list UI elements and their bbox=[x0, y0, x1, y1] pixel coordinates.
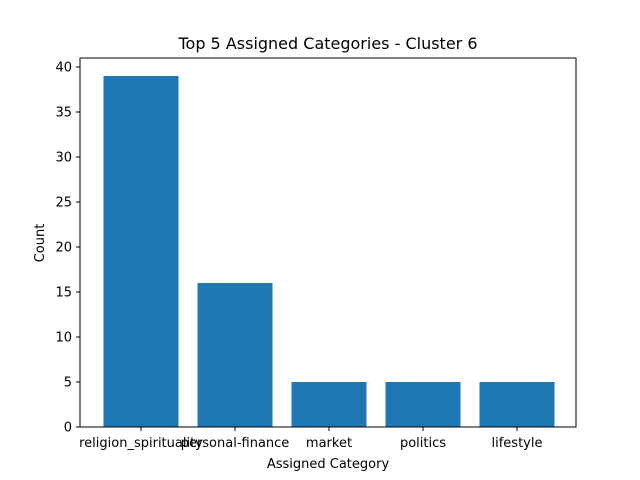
bar-market bbox=[291, 382, 367, 427]
x-tick-label-market: market bbox=[306, 436, 352, 451]
y-tick-label: 10 bbox=[55, 331, 72, 346]
x-tick-label-personal-finance: personal-finance bbox=[181, 436, 290, 451]
x-tick-label-lifestyle: lifestyle bbox=[492, 436, 543, 451]
y-tick-label: 5 bbox=[64, 376, 72, 391]
y-tick-label: 35 bbox=[55, 106, 72, 121]
chart-title: Top 5 Assigned Categories - Cluster 6 bbox=[177, 34, 477, 53]
bar-personal-finance bbox=[197, 283, 273, 427]
y-tick-label: 15 bbox=[55, 286, 72, 301]
y-tick-label: 0 bbox=[64, 421, 72, 436]
y-tick-label: 20 bbox=[55, 241, 72, 256]
y-tick-label: 40 bbox=[55, 61, 72, 76]
bar-politics bbox=[385, 382, 461, 427]
y-axis-label: Count bbox=[33, 224, 48, 263]
bar-lifestyle bbox=[479, 382, 555, 427]
y-tick-label: 30 bbox=[55, 151, 72, 166]
x-tick-label-politics: politics bbox=[400, 436, 446, 451]
bars bbox=[103, 76, 555, 427]
y-tick-label: 25 bbox=[55, 196, 72, 211]
x-axis-label: Assigned Category bbox=[267, 457, 390, 472]
bar-religion-spirituality bbox=[103, 76, 179, 427]
plot-frame bbox=[79, 57, 577, 428]
x-tick-label-religion-spirituality: religion_spirituality bbox=[79, 436, 203, 451]
y-axis-ticks: 0 5 10 15 20 25 30 35 40 bbox=[55, 61, 80, 436]
